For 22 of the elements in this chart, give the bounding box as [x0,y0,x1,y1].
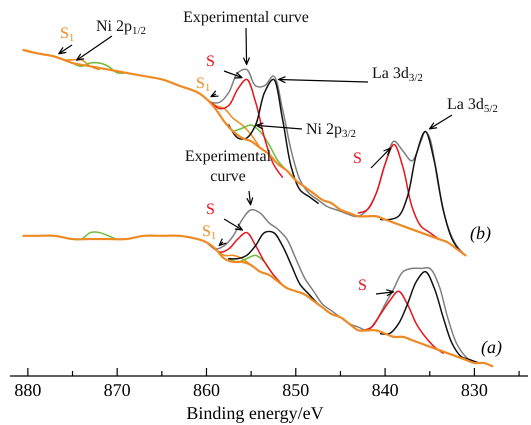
x-tick-label: 830 [460,380,488,400]
series-label: S [358,277,367,294]
series-label: Experimental curve [184,148,272,185]
x-tick-label: 840 [372,380,399,400]
text: Ni 2p$_{3/2}$ [306,121,356,140]
x-axis-title: Binding energy/eV [186,403,324,423]
annotation: (a) [481,337,502,357]
x-tick-label: 850 [282,380,310,400]
text: La 3d$_{3/2}$ [372,65,423,84]
x-tick-label: 870 [104,380,131,400]
series-label: S$_{1}$ [196,75,210,94]
series-label: S [206,201,215,218]
x-tick-label: 860 [192,380,220,400]
series-label: S [353,150,362,167]
series-label: Ni 2p$_{1/2}$ [96,18,146,37]
x-tick-label: 880 [14,380,42,400]
annotation: (b) [470,223,491,243]
series-label: S$_{1}$ [60,25,74,44]
series-label: La 3d$_{5/2}$ [447,96,498,115]
series-label: S [206,53,215,70]
series-label: S$_{1}$ [202,223,216,242]
text: Experimental curve [183,9,309,26]
